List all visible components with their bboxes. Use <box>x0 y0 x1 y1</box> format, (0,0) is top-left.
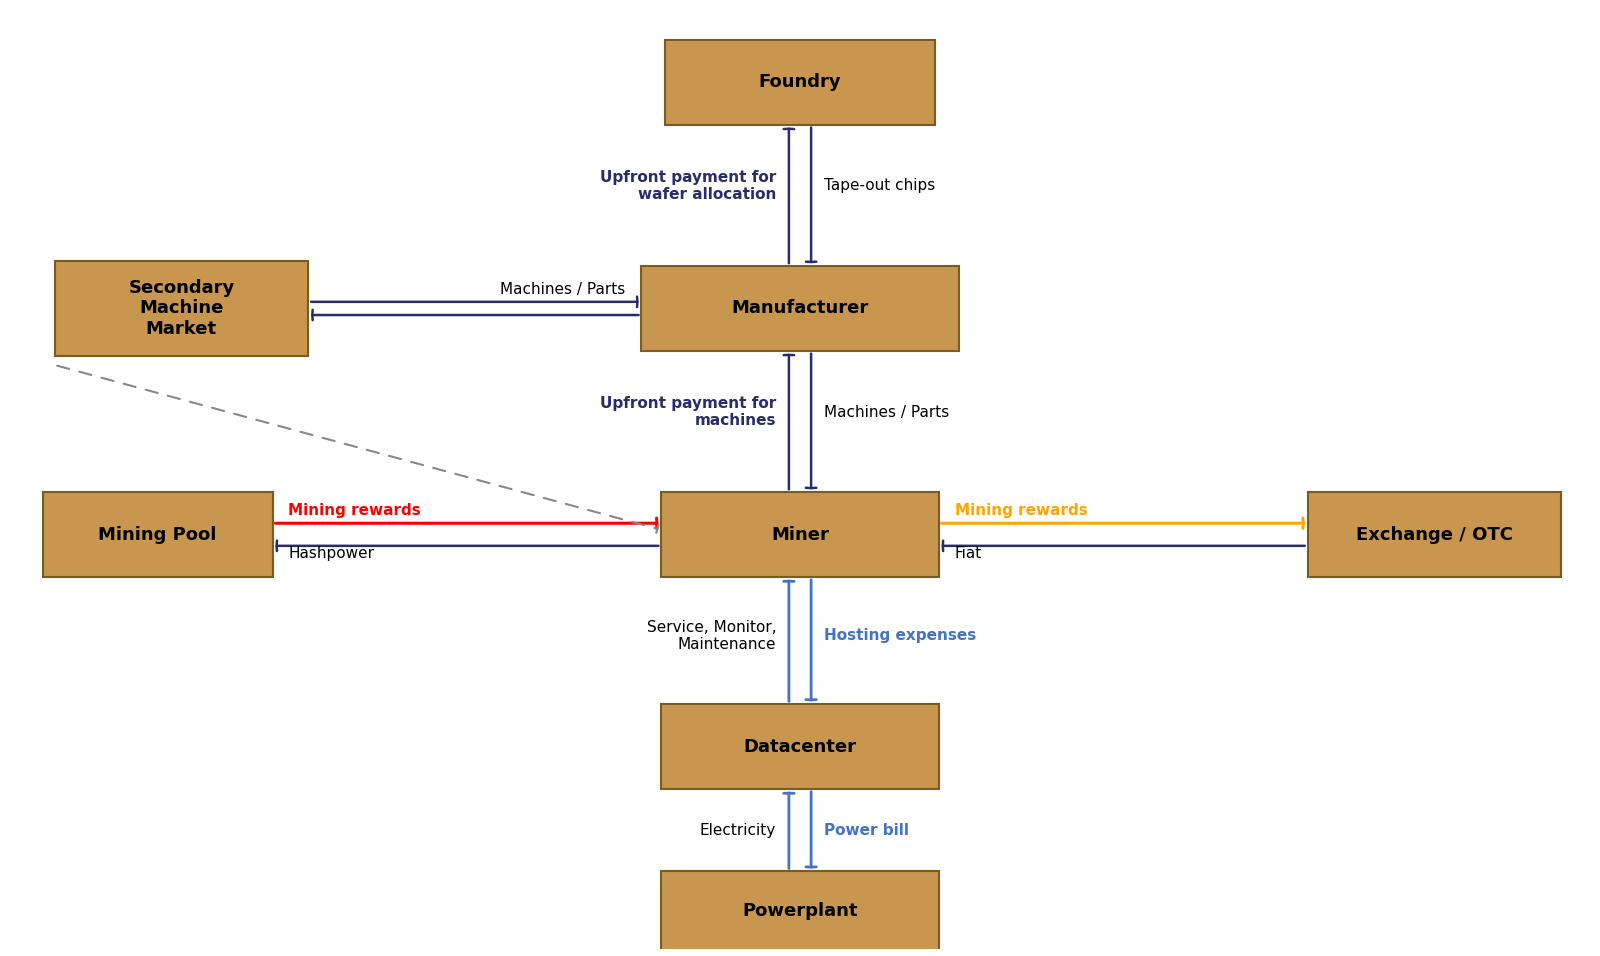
Text: Machines / Parts: Machines / Parts <box>824 404 949 420</box>
Text: Machines / Parts: Machines / Parts <box>501 282 626 297</box>
FancyBboxPatch shape <box>54 261 309 356</box>
FancyBboxPatch shape <box>1307 492 1562 576</box>
Text: Tape-out chips: Tape-out chips <box>824 179 934 193</box>
Text: Manufacturer: Manufacturer <box>731 299 869 317</box>
FancyBboxPatch shape <box>666 40 934 124</box>
Text: Mining Pool: Mining Pool <box>99 526 218 544</box>
Text: Miner: Miner <box>771 526 829 544</box>
Text: Power bill: Power bill <box>824 822 909 837</box>
Text: Upfront payment for
wafer allocation: Upfront payment for wafer allocation <box>600 170 776 202</box>
FancyBboxPatch shape <box>661 705 939 789</box>
Text: Service, Monitor,
Maintenance: Service, Monitor, Maintenance <box>646 619 776 652</box>
Text: Foundry: Foundry <box>758 74 842 92</box>
Text: Powerplant: Powerplant <box>742 902 858 921</box>
Text: Datacenter: Datacenter <box>744 737 856 755</box>
Text: Mining rewards: Mining rewards <box>955 504 1088 518</box>
Text: Secondary
Machine
Market: Secondary Machine Market <box>128 278 235 338</box>
FancyBboxPatch shape <box>642 266 958 351</box>
Text: Electricity: Electricity <box>699 822 776 837</box>
FancyBboxPatch shape <box>661 492 939 576</box>
Text: Mining rewards: Mining rewards <box>288 504 421 518</box>
Text: Hashpower: Hashpower <box>288 546 374 561</box>
Text: Hosting expenses: Hosting expenses <box>824 628 976 643</box>
Text: Exchange / OTC: Exchange / OTC <box>1355 526 1514 544</box>
FancyBboxPatch shape <box>43 492 272 576</box>
FancyBboxPatch shape <box>661 871 939 951</box>
Text: Upfront payment for
machines: Upfront payment for machines <box>600 396 776 428</box>
Text: Fiat: Fiat <box>955 546 982 561</box>
